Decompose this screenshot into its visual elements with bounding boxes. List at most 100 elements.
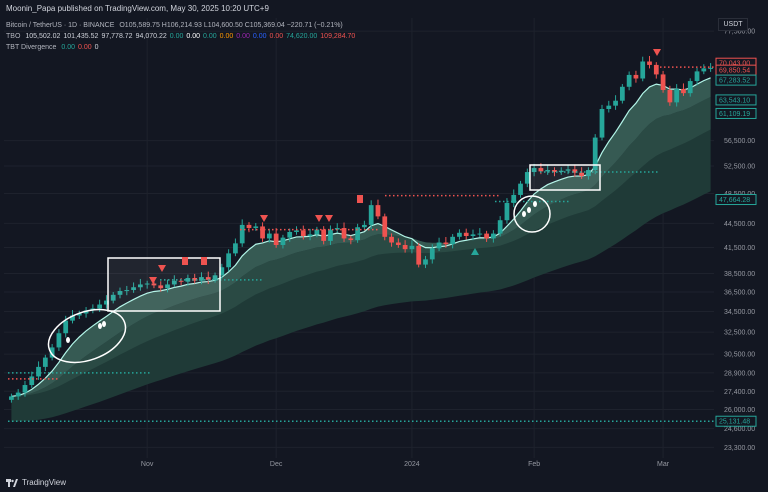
candle-body[interactable] [416,245,422,265]
candle-body[interactable] [368,205,374,225]
candle-body[interactable] [205,277,211,280]
candle-body[interactable] [660,74,666,90]
candle-body[interactable] [341,228,347,239]
candle-body[interactable] [579,172,585,177]
candle-body[interactable] [606,105,612,110]
candle-body[interactable] [355,227,360,241]
candle-body[interactable] [443,242,449,245]
candle-body[interactable] [117,291,123,295]
candle-body[interactable] [253,226,259,229]
candle-body[interactable] [233,243,238,254]
tbt-indicator-row[interactable]: TBT Divergence 0.00 0.00 0 [6,42,358,53]
candle-body[interactable] [158,285,164,289]
candle-body[interactable] [49,347,55,358]
candle-body[interactable] [701,68,707,72]
candle-body[interactable] [395,242,401,245]
candle-body[interactable] [334,228,340,230]
candle-body[interactable] [287,231,293,238]
candle-body[interactable] [294,230,299,232]
candle-body[interactable] [192,278,198,281]
candle-body[interactable] [56,333,62,348]
candle-body[interactable] [667,89,673,103]
candle-body[interactable] [219,267,225,276]
candle-body[interactable] [137,284,143,288]
annotation-ellipse[interactable] [41,300,133,372]
candle-body[interactable] [9,396,14,400]
candle-body[interactable] [29,376,35,386]
candle-body[interactable] [328,229,333,241]
candle-body[interactable] [36,366,41,377]
candle-body[interactable] [300,230,306,237]
candle-body[interactable] [389,236,394,243]
candle-body[interactable] [178,280,184,282]
candle-body[interactable] [423,259,428,265]
candle-body[interactable] [586,170,591,177]
candle-body[interactable] [647,61,652,65]
candle-body[interactable] [362,224,367,228]
candle-body[interactable] [76,313,82,316]
candle-body[interactable] [545,170,551,172]
candle-body[interactable] [409,245,415,250]
candle-body[interactable] [266,233,272,239]
candle-body[interactable] [640,61,646,79]
candle-body[interactable] [280,237,286,245]
candle-body[interactable] [463,232,469,237]
candle-body[interactable] [260,226,265,239]
candle-body[interactable] [484,233,489,239]
annotation-box[interactable] [529,164,601,191]
candle-body[interactable] [375,205,381,217]
candle-body[interactable] [552,170,557,173]
candle-body[interactable] [429,248,435,260]
candle-body[interactable] [653,64,659,75]
candle-body[interactable] [450,236,456,245]
candle-body[interactable] [694,71,700,82]
candle-body[interactable] [592,137,598,171]
candle-body[interactable] [314,229,320,235]
candle-body[interactable] [212,275,218,280]
candle-body[interactable] [321,229,327,241]
candle-body[interactable] [246,224,252,229]
candle-body[interactable] [538,168,544,172]
candle-body[interactable] [524,172,530,184]
candle-body[interactable] [131,287,136,291]
candle-body[interactable] [687,81,693,94]
candle-body[interactable] [199,277,204,281]
candle-body[interactable] [633,74,639,79]
candle-body[interactable] [681,88,686,94]
candle-body[interactable] [708,67,713,69]
candle-body[interactable] [144,283,150,285]
candle-body[interactable] [457,232,462,237]
candle-body[interactable] [226,253,232,268]
candle-body[interactable] [531,168,537,173]
candle-body[interactable] [42,357,48,367]
candle-body[interactable] [15,392,21,397]
tbo-indicator-row[interactable]: TBO 105,502.02 101,435.52 97,778.72 94,070.… [6,31,358,42]
candle-body[interactable] [518,183,523,195]
candle-body[interactable] [511,194,517,203]
candle-body[interactable] [97,304,103,309]
annotation-ellipse[interactable] [513,195,551,233]
candle-body[interactable] [504,202,510,221]
candle-body[interactable] [470,234,476,237]
candle-body[interactable] [273,233,279,245]
candle-body[interactable] [348,238,354,241]
candle-body[interactable] [110,294,116,301]
candle-body[interactable] [63,320,69,334]
candle-body[interactable] [613,100,618,106]
candle-body[interactable] [490,233,496,239]
candle-body[interactable] [565,169,571,171]
currency-selector[interactable]: USDT [718,18,748,31]
candle-body[interactable] [626,74,632,87]
candle-body[interactable] [151,283,157,286]
candle-body[interactable] [22,385,28,393]
symbol-title[interactable]: Bitcoin / TetherUS · 1D · BINANCE [6,22,115,29]
candle-body[interactable] [382,216,388,237]
candle-body[interactable] [171,280,177,285]
candle-body[interactable] [619,86,625,101]
candle-body[interactable] [307,234,313,237]
candle-body[interactable] [124,290,130,292]
candle-body[interactable] [165,284,170,289]
candle-body[interactable] [477,233,483,235]
candle-body[interactable] [599,109,605,138]
